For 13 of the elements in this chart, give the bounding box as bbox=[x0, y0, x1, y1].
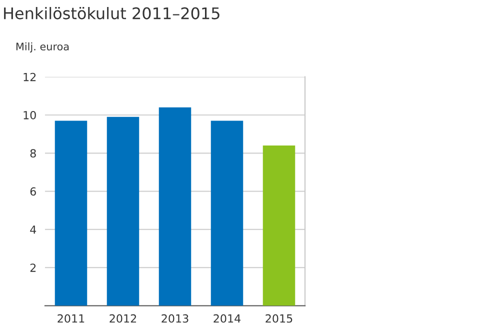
y-axis-title: Milj. euroa bbox=[16, 42, 69, 52]
x-tick-label: 2011 bbox=[58, 314, 84, 323]
y-tick-label: 12 bbox=[24, 72, 36, 82]
y-tick-label: 4 bbox=[30, 226, 36, 234]
x-tick-label: 2014 bbox=[214, 314, 241, 323]
y-tick-label: 2 bbox=[30, 264, 36, 272]
x-tick-label: 2012 bbox=[110, 314, 136, 323]
y-tick-label: 10 bbox=[24, 110, 36, 120]
y-tick-label: 8 bbox=[30, 149, 36, 158]
y-tick-label: 6 bbox=[30, 187, 36, 196]
x-tick-label: 2015 bbox=[266, 314, 292, 323]
chart-title: Henkilöstökulut 2011–2015 bbox=[4, 6, 220, 20]
x-tick-label: 2013 bbox=[162, 314, 188, 323]
